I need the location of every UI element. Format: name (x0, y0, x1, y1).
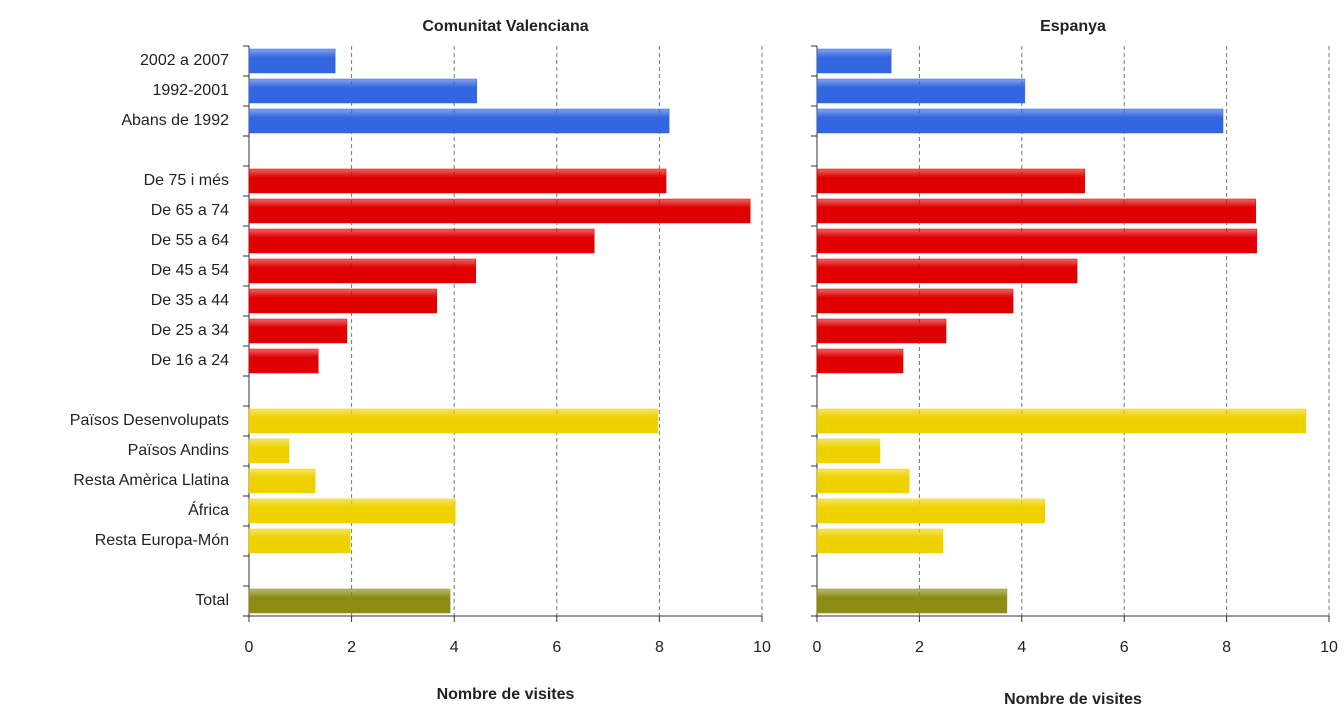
y-tick-label: Total (195, 592, 229, 609)
y-tick-label: De 35 a 44 (151, 292, 229, 309)
bar (248, 198, 751, 224)
bar (816, 198, 1257, 224)
bar (816, 528, 944, 554)
x-tick-label: 2 (915, 639, 924, 656)
bar (816, 468, 910, 494)
x-tick-label: 8 (655, 639, 664, 656)
bar (816, 318, 947, 344)
bar (248, 348, 319, 374)
bar (816, 408, 1307, 434)
bar (248, 48, 336, 74)
x-tick-label: 0 (813, 639, 822, 656)
x-axis-label: Nombre de visites (1004, 691, 1142, 708)
y-tick-label: Països Desenvolupats (70, 412, 229, 429)
bar (248, 528, 351, 554)
y-tick-label: De 16 a 24 (151, 352, 229, 369)
bar (248, 228, 595, 254)
y-tick-label: Resta Europa-Món (95, 532, 229, 549)
bar (248, 438, 290, 464)
bar (248, 468, 316, 494)
bar (816, 498, 1046, 524)
bar (248, 318, 348, 344)
x-tick-label: 0 (245, 639, 254, 656)
chart-title: Comunitat Valenciana (422, 18, 588, 35)
bar (248, 408, 659, 434)
bar (248, 78, 478, 104)
bar (816, 438, 881, 464)
y-tick-label: De 45 a 54 (151, 262, 229, 279)
y-tick-label: De 65 a 74 (151, 202, 229, 219)
bar (816, 108, 1224, 134)
y-tick-label: De 55 a 64 (151, 232, 229, 249)
bar (248, 258, 476, 284)
bar (248, 588, 451, 614)
x-tick-label: 2 (347, 639, 356, 656)
x-tick-label: 6 (1120, 639, 1129, 656)
x-tick-label: 10 (753, 639, 771, 656)
bar (248, 108, 670, 134)
bar (816, 258, 1078, 284)
y-tick-label: De 25 a 34 (151, 322, 229, 339)
bar (248, 498, 456, 524)
y-tick-label: África (188, 500, 229, 519)
bar (816, 48, 892, 74)
y-tick-label: Resta Amèrica Llatina (73, 472, 229, 489)
bar (816, 228, 1258, 254)
bar (816, 78, 1026, 104)
y-tick-label: 1992-2001 (152, 82, 229, 99)
x-tick-label: 4 (1017, 639, 1026, 656)
bar (248, 288, 438, 314)
bar (816, 288, 1014, 314)
y-tick-label: Abans de 1992 (121, 112, 229, 129)
bar (816, 348, 904, 374)
y-tick-label: Països Andins (128, 442, 229, 459)
x-tick-label: 6 (552, 639, 561, 656)
x-tick-label: 8 (1222, 639, 1231, 656)
y-tick-label: 2002 a 2007 (140, 52, 229, 69)
bar (816, 168, 1086, 194)
y-tick-label: De 75 i més (144, 172, 229, 189)
x-axis-label: Nombre de visites (437, 686, 575, 703)
chart-title: Espanya (1040, 18, 1106, 35)
bar (816, 588, 1008, 614)
x-tick-label: 10 (1320, 639, 1338, 656)
bar (248, 168, 667, 194)
x-tick-label: 4 (450, 639, 459, 656)
